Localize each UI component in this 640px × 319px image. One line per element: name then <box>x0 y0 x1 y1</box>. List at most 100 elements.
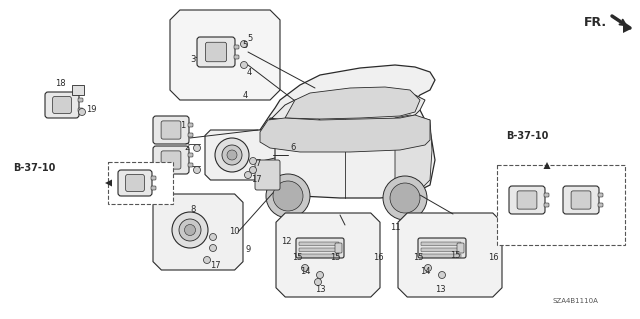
FancyBboxPatch shape <box>125 174 145 191</box>
FancyBboxPatch shape <box>421 242 461 246</box>
Polygon shape <box>543 162 550 169</box>
FancyBboxPatch shape <box>571 191 591 209</box>
Text: 13: 13 <box>435 286 445 294</box>
Text: 14: 14 <box>300 268 310 277</box>
FancyBboxPatch shape <box>544 193 549 197</box>
Circle shape <box>204 256 211 263</box>
Text: 8: 8 <box>190 205 196 214</box>
Text: 5: 5 <box>247 34 252 43</box>
Text: 3: 3 <box>190 56 196 64</box>
Polygon shape <box>623 25 631 33</box>
FancyBboxPatch shape <box>153 116 189 144</box>
Text: 15: 15 <box>413 254 423 263</box>
Text: B-37-10: B-37-10 <box>506 131 548 141</box>
Circle shape <box>222 145 242 165</box>
Circle shape <box>241 62 248 69</box>
Text: 14: 14 <box>420 268 430 277</box>
Circle shape <box>193 167 200 174</box>
Text: FR.: FR. <box>584 16 607 29</box>
Bar <box>72 85 84 95</box>
Text: 13: 13 <box>315 286 325 294</box>
Text: 17: 17 <box>210 261 220 270</box>
Text: 7: 7 <box>255 159 260 167</box>
FancyBboxPatch shape <box>234 55 239 59</box>
Text: 10: 10 <box>228 227 239 236</box>
Circle shape <box>184 225 195 235</box>
Text: 12: 12 <box>281 236 291 246</box>
Circle shape <box>179 219 201 241</box>
FancyBboxPatch shape <box>151 186 156 190</box>
Circle shape <box>244 172 252 179</box>
Circle shape <box>209 244 216 251</box>
Bar <box>497 165 625 245</box>
Polygon shape <box>255 93 425 155</box>
Polygon shape <box>170 10 280 100</box>
FancyBboxPatch shape <box>563 186 599 214</box>
Text: 4: 4 <box>247 68 252 77</box>
Text: 19: 19 <box>86 106 96 115</box>
Text: 6: 6 <box>291 143 296 152</box>
Polygon shape <box>276 213 380 297</box>
FancyBboxPatch shape <box>544 203 549 207</box>
Text: 15: 15 <box>330 254 340 263</box>
Text: 9: 9 <box>245 246 251 255</box>
Circle shape <box>79 108 86 115</box>
Text: 18: 18 <box>54 78 65 87</box>
FancyBboxPatch shape <box>78 98 83 102</box>
FancyBboxPatch shape <box>418 238 466 258</box>
FancyBboxPatch shape <box>299 254 339 257</box>
Polygon shape <box>285 87 420 119</box>
Polygon shape <box>260 115 430 152</box>
FancyBboxPatch shape <box>161 121 181 139</box>
FancyBboxPatch shape <box>78 108 83 112</box>
Circle shape <box>209 234 216 241</box>
Polygon shape <box>105 180 112 187</box>
FancyBboxPatch shape <box>118 170 152 196</box>
Circle shape <box>301 264 308 271</box>
FancyBboxPatch shape <box>517 191 537 209</box>
Circle shape <box>383 176 427 220</box>
FancyBboxPatch shape <box>335 243 342 253</box>
Text: 16: 16 <box>372 254 383 263</box>
FancyBboxPatch shape <box>151 176 156 180</box>
FancyBboxPatch shape <box>188 133 193 137</box>
FancyBboxPatch shape <box>197 37 235 67</box>
Text: 15: 15 <box>292 254 302 263</box>
Circle shape <box>215 138 249 172</box>
Circle shape <box>250 167 257 174</box>
Circle shape <box>438 271 445 278</box>
Text: 2: 2 <box>184 144 189 152</box>
FancyBboxPatch shape <box>52 97 71 114</box>
Circle shape <box>172 212 208 248</box>
Circle shape <box>273 181 303 211</box>
Text: 5: 5 <box>243 41 248 49</box>
Circle shape <box>317 271 323 278</box>
Text: 4: 4 <box>243 91 248 100</box>
FancyBboxPatch shape <box>421 248 461 251</box>
Polygon shape <box>395 115 432 198</box>
Text: SZA4B1110A: SZA4B1110A <box>552 298 598 304</box>
Circle shape <box>390 183 420 213</box>
Polygon shape <box>255 65 435 198</box>
FancyBboxPatch shape <box>188 123 193 127</box>
FancyBboxPatch shape <box>296 238 344 258</box>
FancyBboxPatch shape <box>188 163 193 167</box>
FancyBboxPatch shape <box>421 254 461 257</box>
FancyBboxPatch shape <box>234 45 239 49</box>
Polygon shape <box>205 130 275 180</box>
Text: 11: 11 <box>390 224 400 233</box>
Polygon shape <box>398 213 502 297</box>
Circle shape <box>266 174 310 218</box>
Text: B-37-10: B-37-10 <box>13 163 56 173</box>
FancyBboxPatch shape <box>598 203 603 207</box>
FancyBboxPatch shape <box>153 146 189 174</box>
Text: 17: 17 <box>251 175 261 184</box>
Bar <box>108 162 173 204</box>
Circle shape <box>424 264 431 271</box>
Circle shape <box>241 41 248 48</box>
Circle shape <box>314 278 321 286</box>
Text: 1: 1 <box>180 121 186 130</box>
FancyBboxPatch shape <box>509 186 545 214</box>
Polygon shape <box>153 194 243 270</box>
Text: 16: 16 <box>488 254 499 263</box>
